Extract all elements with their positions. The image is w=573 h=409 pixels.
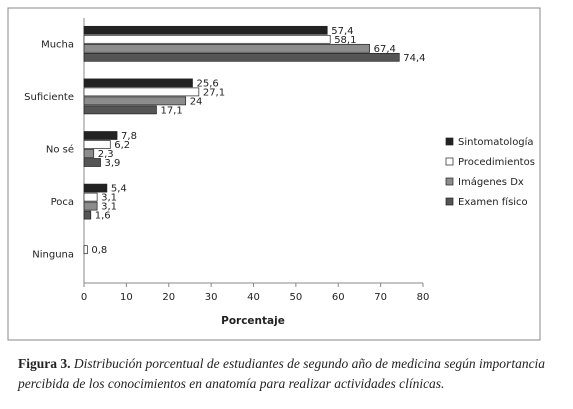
- value-label: 3,1: [101, 193, 117, 204]
- value-label: 6,2: [114, 140, 130, 151]
- legend-swatch: [445, 137, 454, 146]
- x-tick-label: 10: [120, 292, 133, 303]
- legend-swatch: [445, 157, 454, 166]
- value-label: 0,8: [91, 245, 107, 256]
- value-label: 25,6: [196, 78, 218, 89]
- value-label: 27,1: [203, 87, 225, 98]
- bar: [83, 34, 331, 44]
- x-tick-label: 60: [332, 292, 345, 303]
- bar: [83, 25, 328, 35]
- x-tick-label: 70: [374, 292, 387, 303]
- bar: [83, 52, 400, 62]
- bar: [83, 96, 187, 106]
- bar: [83, 210, 92, 220]
- legend-label: Sintomatología: [458, 136, 534, 148]
- y-tick-label: Poca: [51, 197, 74, 208]
- y-tick-label: Suficiente: [24, 92, 74, 103]
- x-tick-label: 20: [162, 292, 175, 303]
- value-label: 57,4: [331, 26, 353, 37]
- bar: [83, 192, 98, 202]
- value-label: 17,1: [160, 105, 182, 116]
- y-tick-label: Mucha: [41, 39, 74, 50]
- bar: [83, 245, 88, 255]
- bar: [83, 78, 193, 88]
- bar: [83, 183, 108, 193]
- caption: Figura 3. Distribución porcentual de est…: [18, 354, 568, 394]
- x-tick-label: 0: [81, 292, 87, 303]
- bar: [83, 43, 370, 53]
- x-tick-label: 40: [247, 292, 260, 303]
- legend-label: Imágenes Dx: [458, 176, 524, 188]
- bar: [83, 87, 200, 97]
- x-tick-label: 30: [205, 292, 218, 303]
- value-label: 7,8: [121, 131, 137, 142]
- caption-label: Figura 3.: [18, 356, 71, 371]
- y-tick-label: Ninguna: [32, 250, 74, 261]
- value-label: 67,4: [374, 44, 396, 55]
- value-label: 74,4: [403, 53, 425, 64]
- bar: [83, 201, 98, 211]
- legend-swatch: [445, 177, 454, 186]
- x-axis-label: Porcentaje: [221, 315, 285, 327]
- value-label: 1,6: [95, 211, 111, 222]
- bar: [83, 158, 101, 167]
- bar: [83, 140, 111, 149]
- x-tick-label: 80: [417, 292, 430, 303]
- legend-label: Procedimientos: [458, 157, 535, 168]
- value-label: 5,4: [111, 184, 127, 195]
- bar: [83, 149, 95, 158]
- legend-label: Examen físico: [458, 196, 528, 208]
- bar: [83, 131, 118, 140]
- value-label: 3,9: [105, 158, 121, 169]
- value-label: 24: [190, 96, 203, 107]
- x-tick-label: 50: [290, 292, 303, 303]
- bar: [83, 105, 157, 115]
- chart: Porcentaje 0 10 20 30 40 50 60 70 80 Mucha 57,458,…: [7, 7, 541, 341]
- value-label: 2,3: [98, 149, 114, 160]
- caption-text: Distribución porcentual de estudiantes d…: [18, 356, 546, 391]
- chart-frame: [7, 7, 541, 341]
- value-label: 3,1: [101, 202, 117, 213]
- legend-swatch: [445, 197, 454, 206]
- y-tick-label: No sé: [46, 144, 74, 156]
- value-label: 58,1: [334, 35, 356, 46]
